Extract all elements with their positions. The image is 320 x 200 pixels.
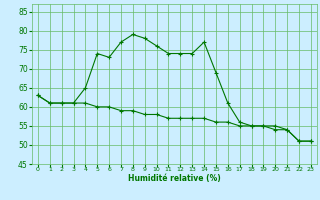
X-axis label: Humidité relative (%): Humidité relative (%) [128, 174, 221, 183]
